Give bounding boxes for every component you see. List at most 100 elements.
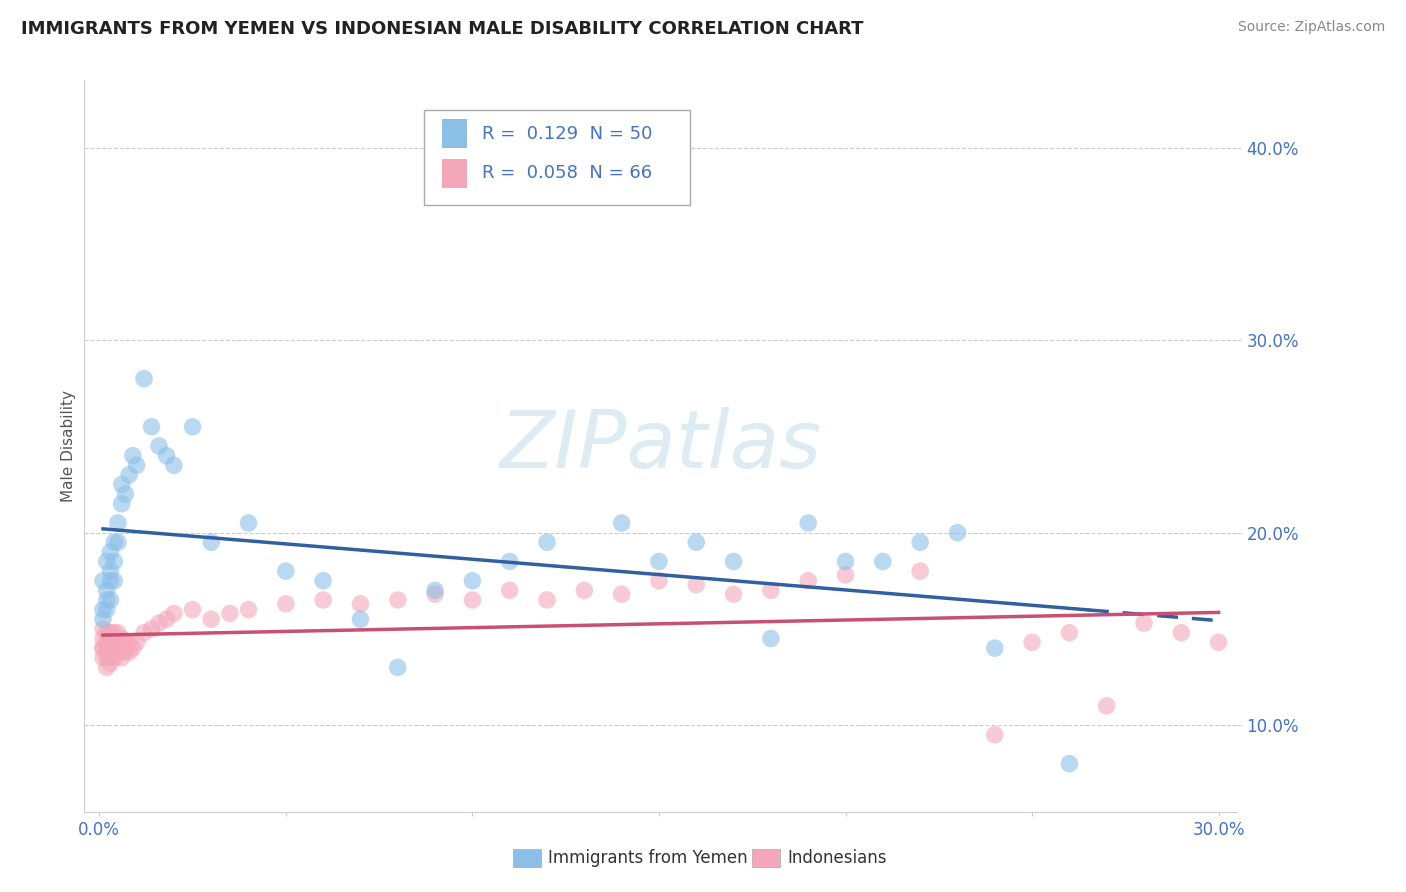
Point [91,622,114,636]
Point [96,641,118,656]
Point [100,574,122,588]
Point [100,648,122,663]
Point [121,641,143,656]
Point [461,593,484,607]
Point [1170,625,1192,640]
Point [107,535,129,549]
Point [908,564,931,578]
Point [163,458,186,473]
Point [103,574,125,588]
Point [132,371,155,385]
Point [96,554,118,568]
Point [107,635,129,649]
Point [103,637,125,651]
Point [141,419,163,434]
Point [1059,756,1081,771]
Point [536,593,558,607]
Point [91,602,114,616]
Point [946,525,969,540]
Point [118,635,141,649]
Point [797,574,820,588]
Point [1133,616,1156,631]
Point [100,564,122,578]
Point [648,554,671,568]
Point [759,632,782,646]
Point [103,625,125,640]
Point [834,554,856,568]
Point [461,574,484,588]
Point [100,545,122,559]
Point [96,593,118,607]
Point [96,660,118,674]
Point [610,516,633,530]
Point [114,635,136,649]
Point [96,602,118,616]
Point [96,583,118,598]
Point [111,650,134,665]
Point [111,477,134,491]
Point [100,657,122,671]
Point [114,487,136,501]
Point [349,612,371,626]
Point [984,641,1007,656]
Point [103,645,125,659]
Point [121,449,143,463]
Text: ZIPatlas: ZIPatlas [499,407,823,485]
Point [834,568,856,582]
Point [118,645,141,659]
Point [100,625,122,640]
Point [200,612,222,626]
Point [648,574,671,588]
Point [1059,625,1081,640]
Point [96,625,118,640]
Point [872,554,894,568]
Point [103,535,125,549]
Point [114,645,136,659]
Point [132,625,155,640]
Text: Indonesians: Indonesians [787,849,887,867]
Point [91,574,114,588]
Point [125,458,148,473]
Point [103,650,125,665]
Point [107,516,129,530]
Point [797,516,820,530]
Text: R =  0.129  N = 50: R = 0.129 N = 50 [482,125,652,143]
Y-axis label: Male Disability: Male Disability [60,390,76,502]
Point [181,602,204,616]
Point [155,612,177,626]
Point [984,728,1007,742]
Point [107,625,129,640]
Point [723,587,745,601]
Point [387,660,409,674]
Point [96,635,118,649]
Point [100,641,122,656]
Point [499,554,522,568]
Point [91,650,114,665]
Point [423,583,446,598]
Point [274,597,297,611]
Point [111,497,134,511]
Point [759,583,782,598]
Point [100,593,122,607]
Point [148,616,170,631]
Point [111,632,134,646]
FancyBboxPatch shape [425,110,690,204]
Point [1095,698,1118,713]
Point [574,583,596,598]
Point [107,641,129,656]
Point [499,583,522,598]
Point [148,439,170,453]
Point [96,650,118,665]
Text: R =  0.058  N = 66: R = 0.058 N = 66 [482,164,652,182]
Point [1208,635,1230,649]
Point [238,516,260,530]
Point [536,535,558,549]
Point [274,564,297,578]
Point [91,632,114,646]
Point [118,467,141,482]
Point [610,587,633,601]
FancyBboxPatch shape [441,119,467,148]
Point [685,535,707,549]
Point [100,635,122,649]
Point [91,612,114,626]
